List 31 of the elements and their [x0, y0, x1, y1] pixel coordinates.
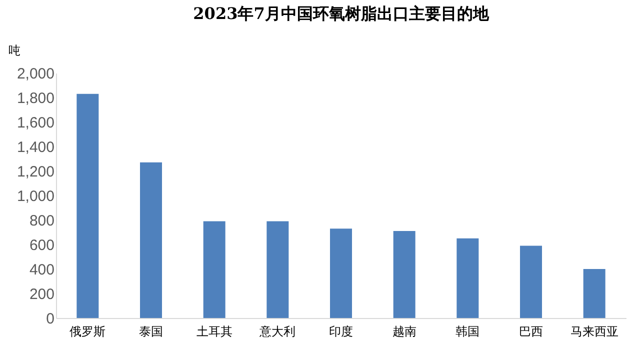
x-tick-label: 俄罗斯 — [70, 324, 106, 338]
chart-title: 2023年7月中国环氧树脂出口主要目的地 — [193, 4, 490, 23]
bar — [266, 221, 289, 318]
x-tick-label: 马来西亚 — [570, 324, 618, 338]
x-tick-label: 巴西 — [519, 324, 543, 338]
y-tick-label: 1,400 — [16, 139, 54, 156]
y-tick-label: 0 — [46, 310, 54, 328]
bar — [393, 231, 416, 318]
bar — [140, 162, 162, 318]
bar — [203, 221, 226, 318]
y-tick-label: 400 — [29, 262, 54, 278]
y-tick-label: 200 — [29, 286, 54, 303]
bar — [583, 269, 606, 318]
bar — [330, 228, 352, 318]
y-axis-title: 吨 — [8, 44, 20, 58]
y-tick-label: 800 — [29, 212, 54, 230]
x-tick-label: 土耳其 — [196, 324, 232, 338]
x-tick-label: 泰国 — [139, 324, 163, 338]
y-tick-label: 2,000 — [16, 66, 54, 82]
y-tick-label: 1,000 — [16, 188, 54, 205]
x-tick-label: 韩国 — [456, 324, 480, 338]
bar — [76, 94, 99, 318]
bar — [456, 238, 479, 318]
bar — [520, 246, 542, 318]
x-tick-label: 意大利 — [258, 324, 296, 338]
y-tick-label: 600 — [29, 237, 54, 254]
x-tick-label: 印度 — [329, 324, 353, 338]
y-tick-label: 1,800 — [16, 90, 54, 107]
y-tick-label: 1,200 — [16, 164, 54, 180]
y-tick-label: 1,600 — [16, 114, 54, 132]
x-tick-label: 越南 — [392, 324, 416, 338]
